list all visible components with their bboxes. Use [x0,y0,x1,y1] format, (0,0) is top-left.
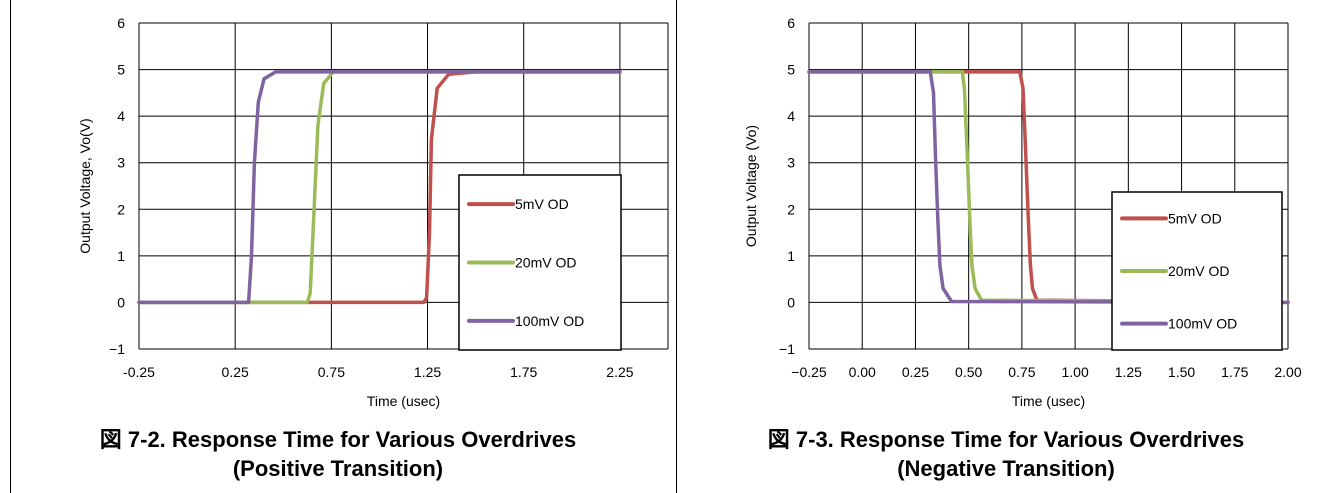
y-tick-label: 5 [117,62,125,78]
x-tick-label: 0.50 [955,364,982,380]
x-tick-label: 1.50 [1168,364,1195,380]
y-tick-label: 0 [117,294,125,310]
y-axis-label: Output Voltage, Vo(V) [77,118,93,253]
series-line-5mv-od [807,70,1290,305]
series-line-100mv-od [807,70,1290,305]
legend: 5mV OD 20mV OD 100mV OD [1111,191,1283,351]
caption-line-2: (Negative Transition) [897,456,1115,481]
x-tick-label: 2.25 [606,364,633,380]
chart-panel-positive: -0.25 0.25 0.75 1.25 1.75 2.25 −1 0 1 2 3 4 5 6 Time (… [0,15,676,483]
legend-entry-label: 20mV OD [515,255,576,271]
legend-entry-label: 5mV OD [515,196,569,212]
y-tick-label: 1 [787,248,795,264]
x-tick-label: 1.75 [1221,364,1248,380]
x-tick-label: 0.25 [902,364,929,380]
legend-entry-label: 100mV OD [515,313,584,329]
y-tick-label: 2 [787,201,795,217]
y-axis-label: Output Voltage (Vo) [743,125,759,247]
caption-line-2: (Positive Transition) [232,456,444,481]
caption-line-1: 図 7-2. Response Time for Various Overdri… [99,427,577,452]
y-tick-label: 6 [117,15,125,31]
y-tick-label: 2 [117,201,125,217]
x-tick-label: 2.00 [1274,364,1301,380]
caption-line-1: 図 7-3. Response Time for Various Overdri… [767,427,1245,452]
figure-caption-7-2: 図 7-2. Response Time for Various Overdri… [0,425,676,483]
series-line-100mv-od [137,70,622,305]
chart-panel-negative: −0.25 0.00 0.25 0.50 0.75 1.00 1.25 1.50 1.75 2.0… [676,0,1336,493]
x-tick-label: 0.00 [849,364,876,380]
y-tick-label: 3 [787,155,795,171]
chart-negative-transition: −0.25 0.00 0.25 0.50 0.75 1.00 1.25 1.50 1.75 2.0… [743,15,1302,409]
y-tick-label: 4 [117,108,125,124]
legend-entry-label: 100mV OD [1168,316,1237,332]
series-line-20mv-od [137,70,622,305]
x-tick-label: 1.75 [510,364,537,380]
x-tick-label: 0.25 [222,364,249,380]
x-axis-label: Time (usec) [367,393,440,409]
y-tick-label: 3 [117,155,125,171]
x-tick-label: -0.25 [123,364,155,380]
y-tick-label: 6 [787,15,795,31]
y-tick-label: 0 [787,294,795,310]
x-tick-label: 0.75 [1008,364,1035,380]
x-axis-label: Time (usec) [1012,393,1085,409]
y-tick-label: −1 [109,341,125,357]
y-tick-label: −1 [779,341,795,357]
figure-caption-7-3: 図 7-3. Response Time for Various Overdri… [676,425,1336,483]
legend-entry-label: 20mV OD [1168,263,1229,279]
x-tick-label: 1.00 [1061,364,1088,380]
legend: 5mV OD 20mV OD 100mV OD [458,174,622,351]
x-tick-label: 1.25 [1115,364,1142,380]
series-line-20mv-od [807,70,1290,305]
y-tick-label: 1 [117,248,125,264]
legend-entry-label: 5mV OD [1168,210,1222,226]
x-tick-label: −0.25 [791,364,827,380]
x-tick-label: 1.25 [414,364,441,380]
chart-positive-transition: -0.25 0.25 0.75 1.25 1.75 2.25 −1 0 1 2 3 4 5 6 Time (… [77,15,669,409]
y-tick-label: 4 [787,108,795,124]
x-tick-label: 0.75 [318,364,345,380]
y-tick-label: 5 [787,62,795,78]
